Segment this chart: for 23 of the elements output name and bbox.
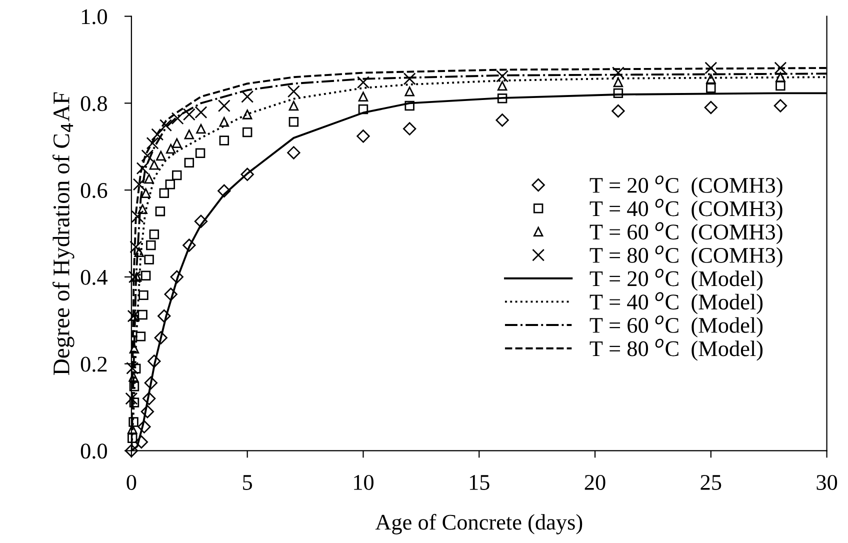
legend-label: T = 20 $^{o}$C (COMH3) xyxy=(590,175,782,198)
legend-label: T = 20 $^{o}$C (Model) xyxy=(590,268,763,291)
y-tick-label: 0.0 xyxy=(80,444,107,459)
legend-label: T = 80 $^{o}$C (COMH3) xyxy=(590,245,782,268)
legend-label: T = 40 $^{o}$C (COMH3) xyxy=(590,198,782,221)
y-tick-label: 0.6 xyxy=(80,182,108,198)
x-tick-label: 10 xyxy=(354,474,374,490)
legend-label: T = 60 $^{o}$C (Model) xyxy=(590,315,763,338)
legend-label: T = 40 $^{o}$C (Model) xyxy=(590,292,763,314)
legend-label: T = 80 $^{o}$C (Model) xyxy=(590,338,763,361)
x-tick-label: 0 xyxy=(126,474,136,490)
y-tick-label: 1.0 xyxy=(82,9,107,24)
x-tick-label: 20 xyxy=(584,474,606,490)
x-axis-title: Age of Concrete (days) xyxy=(375,514,582,534)
x-tick-label: 30 xyxy=(816,474,838,490)
y-tick-label: 0.4 xyxy=(80,270,108,285)
y-tick-label: 0.8 xyxy=(80,96,107,112)
x-tick-label: 15 xyxy=(470,475,490,490)
x-tick-label: 25 xyxy=(700,475,722,490)
y-axis-title: Degree of Hydration of C$_{4}$AF xyxy=(52,92,74,375)
y-tick-label: 0.2 xyxy=(80,356,107,372)
x-tick-label: 5 xyxy=(243,475,252,490)
legend-label: T = 60 $^{o}$C (COMH3) xyxy=(590,222,782,244)
